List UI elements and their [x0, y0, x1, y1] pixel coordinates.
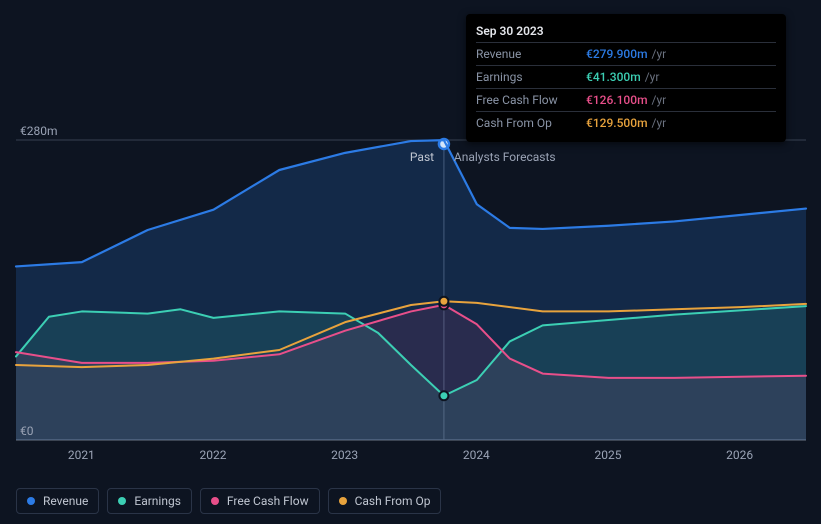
legend-item-cfo[interactable]: Cash From Op	[328, 488, 442, 514]
tooltip-row-label: Revenue	[476, 45, 586, 63]
tooltip-row-label: Free Cash Flow	[476, 91, 586, 109]
tooltip-row-label: Cash From Op	[476, 114, 586, 132]
legend-dot-icon	[211, 497, 219, 505]
tooltip-row-value: €279.900m	[586, 45, 648, 63]
legend-dot-icon	[118, 497, 126, 505]
legend-item-fcf[interactable]: Free Cash Flow	[200, 488, 320, 514]
legend-item-earnings[interactable]: Earnings	[107, 488, 192, 514]
legend-label: Revenue	[43, 494, 88, 508]
tooltip-row: Cash From Op€129.500m/yr	[476, 111, 776, 134]
x-axis-label: 2021	[68, 448, 95, 462]
legend-label: Free Cash Flow	[227, 494, 309, 508]
x-axis-label: 2023	[331, 448, 358, 462]
legend-label: Earnings	[134, 494, 181, 508]
tooltip-row-value: €129.500m	[586, 114, 648, 132]
tooltip-rows: Revenue€279.900m/yrEarnings€41.300m/yrFr…	[476, 42, 776, 134]
x-axis-label: 2022	[200, 448, 227, 462]
tooltip-row: Free Cash Flow€126.100m/yr	[476, 88, 776, 111]
legend-dot-icon	[27, 497, 35, 505]
x-axis-label: 2024	[463, 448, 490, 462]
y-axis-label: €0	[20, 424, 34, 438]
tooltip-row-value: €41.300m	[586, 68, 641, 86]
legend-label: Cash From Op	[355, 494, 431, 508]
forecast-label: Analysts Forecasts	[454, 150, 556, 164]
tooltip-row: Earnings€41.300m/yr	[476, 65, 776, 88]
legend-dot-icon	[339, 497, 347, 505]
tooltip-row-label: Earnings	[476, 68, 586, 86]
legend-item-revenue[interactable]: Revenue	[16, 488, 99, 514]
tooltip-row: Revenue€279.900m/yr	[476, 42, 776, 65]
tooltip-date: Sep 30 2023	[476, 22, 776, 40]
past-label: Past	[410, 150, 434, 164]
financial-chart: Sep 30 2023 Revenue€279.900m/yrEarnings€…	[0, 0, 821, 524]
tooltip-row-unit: /yr	[652, 45, 667, 63]
x-axis-label: 2025	[595, 448, 622, 462]
chart-tooltip: Sep 30 2023 Revenue€279.900m/yrEarnings€…	[466, 14, 786, 142]
tooltip-row-unit: /yr	[652, 91, 667, 109]
tooltip-row-unit: /yr	[652, 114, 667, 132]
chart-legend: Revenue Earnings Free Cash Flow Cash From O…	[16, 488, 441, 514]
y-axis-label: €280m	[20, 124, 58, 138]
tooltip-row-unit: /yr	[645, 68, 660, 86]
tooltip-row-value: €126.100m	[586, 91, 648, 109]
x-axis-label: 2026	[726, 448, 753, 462]
